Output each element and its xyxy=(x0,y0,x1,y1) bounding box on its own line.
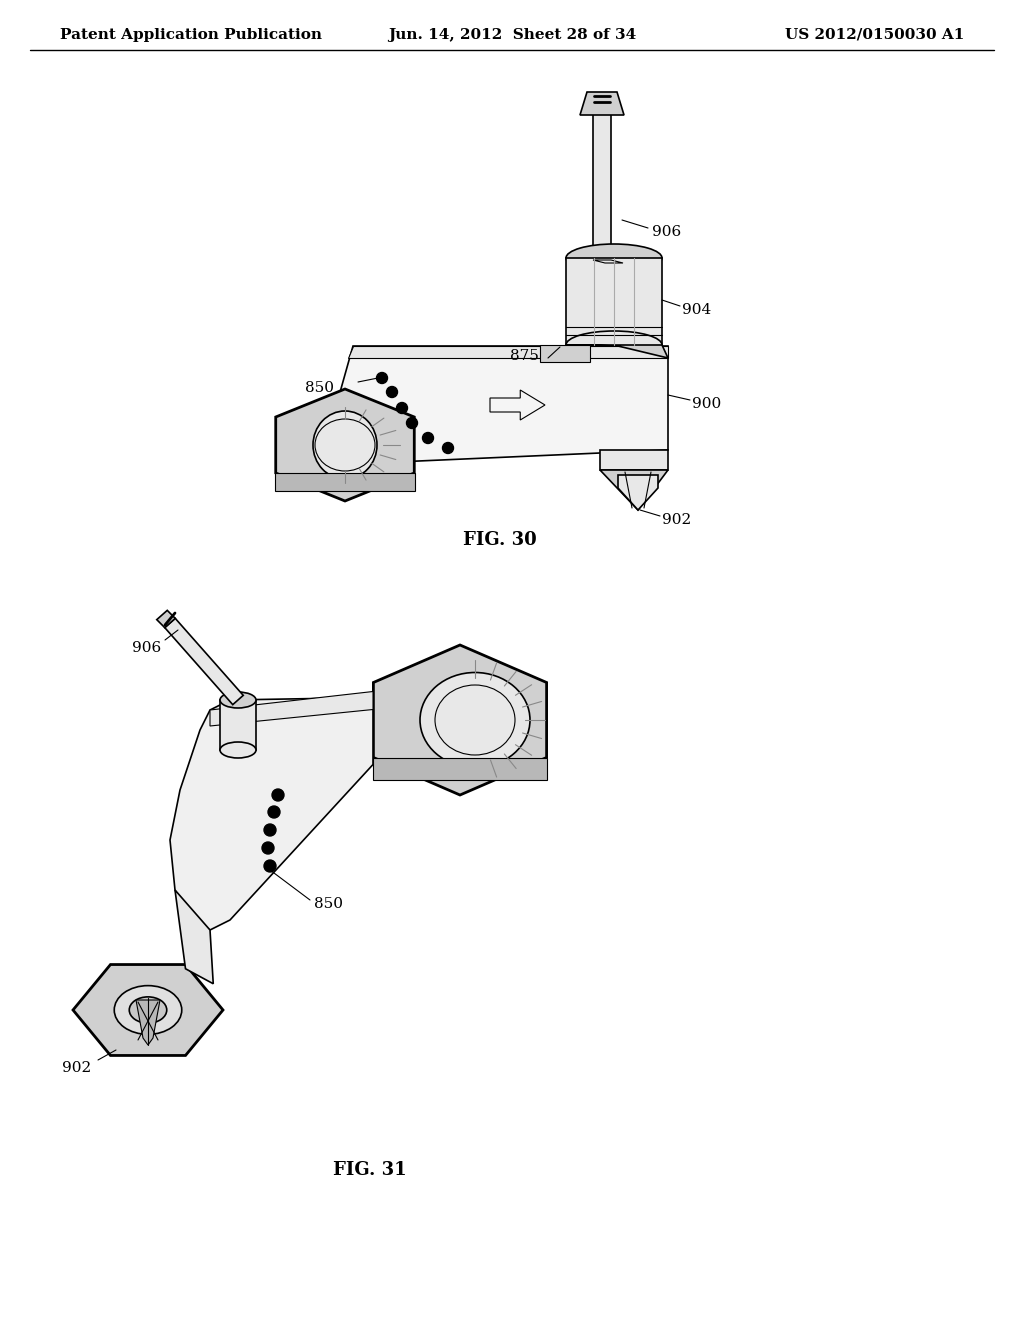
Text: 850: 850 xyxy=(314,898,343,911)
Text: 850: 850 xyxy=(305,381,334,395)
Polygon shape xyxy=(593,110,611,260)
Text: FIG. 31: FIG. 31 xyxy=(333,1162,407,1179)
Circle shape xyxy=(268,807,280,818)
Circle shape xyxy=(423,433,433,444)
Polygon shape xyxy=(165,618,244,705)
Polygon shape xyxy=(566,345,668,358)
Polygon shape xyxy=(157,610,175,627)
Text: FIG. 30: FIG. 30 xyxy=(463,531,537,549)
Polygon shape xyxy=(374,645,547,795)
Text: 875: 875 xyxy=(510,348,539,363)
Polygon shape xyxy=(373,758,547,780)
Ellipse shape xyxy=(220,692,256,708)
Circle shape xyxy=(407,417,418,429)
Polygon shape xyxy=(600,450,668,470)
Text: 906: 906 xyxy=(132,642,161,655)
Polygon shape xyxy=(348,346,668,358)
Ellipse shape xyxy=(566,331,662,359)
Polygon shape xyxy=(220,700,256,750)
Text: Patent Application Publication: Patent Application Publication xyxy=(60,28,322,42)
Text: 906: 906 xyxy=(652,224,681,239)
Circle shape xyxy=(442,442,454,454)
Polygon shape xyxy=(566,257,662,345)
Circle shape xyxy=(396,403,408,413)
Polygon shape xyxy=(600,470,668,510)
Text: 902: 902 xyxy=(662,513,691,527)
Ellipse shape xyxy=(566,244,662,272)
Text: US 2012/0150030 A1: US 2012/0150030 A1 xyxy=(784,28,964,42)
Polygon shape xyxy=(175,890,213,983)
Circle shape xyxy=(377,372,387,384)
Polygon shape xyxy=(593,260,623,263)
Ellipse shape xyxy=(313,411,377,479)
Circle shape xyxy=(386,387,397,397)
Polygon shape xyxy=(73,965,223,1056)
Polygon shape xyxy=(328,346,668,465)
Circle shape xyxy=(264,861,276,873)
Text: 900: 900 xyxy=(692,397,721,411)
Text: 904: 904 xyxy=(682,304,712,317)
Ellipse shape xyxy=(115,986,181,1035)
Text: Jun. 14, 2012  Sheet 28 of 34: Jun. 14, 2012 Sheet 28 of 34 xyxy=(388,28,636,42)
Ellipse shape xyxy=(420,672,530,767)
Ellipse shape xyxy=(315,418,375,471)
Ellipse shape xyxy=(435,685,515,755)
Circle shape xyxy=(262,842,274,854)
Polygon shape xyxy=(170,697,373,931)
Ellipse shape xyxy=(129,997,167,1023)
Polygon shape xyxy=(275,389,415,502)
Text: 902: 902 xyxy=(62,1061,91,1074)
Ellipse shape xyxy=(220,742,256,758)
Polygon shape xyxy=(210,692,373,726)
Polygon shape xyxy=(490,389,545,420)
Circle shape xyxy=(272,789,284,801)
Polygon shape xyxy=(275,473,415,491)
Polygon shape xyxy=(540,345,590,362)
Circle shape xyxy=(264,824,276,836)
Polygon shape xyxy=(618,475,658,510)
Polygon shape xyxy=(580,92,624,115)
Polygon shape xyxy=(136,1001,160,1045)
